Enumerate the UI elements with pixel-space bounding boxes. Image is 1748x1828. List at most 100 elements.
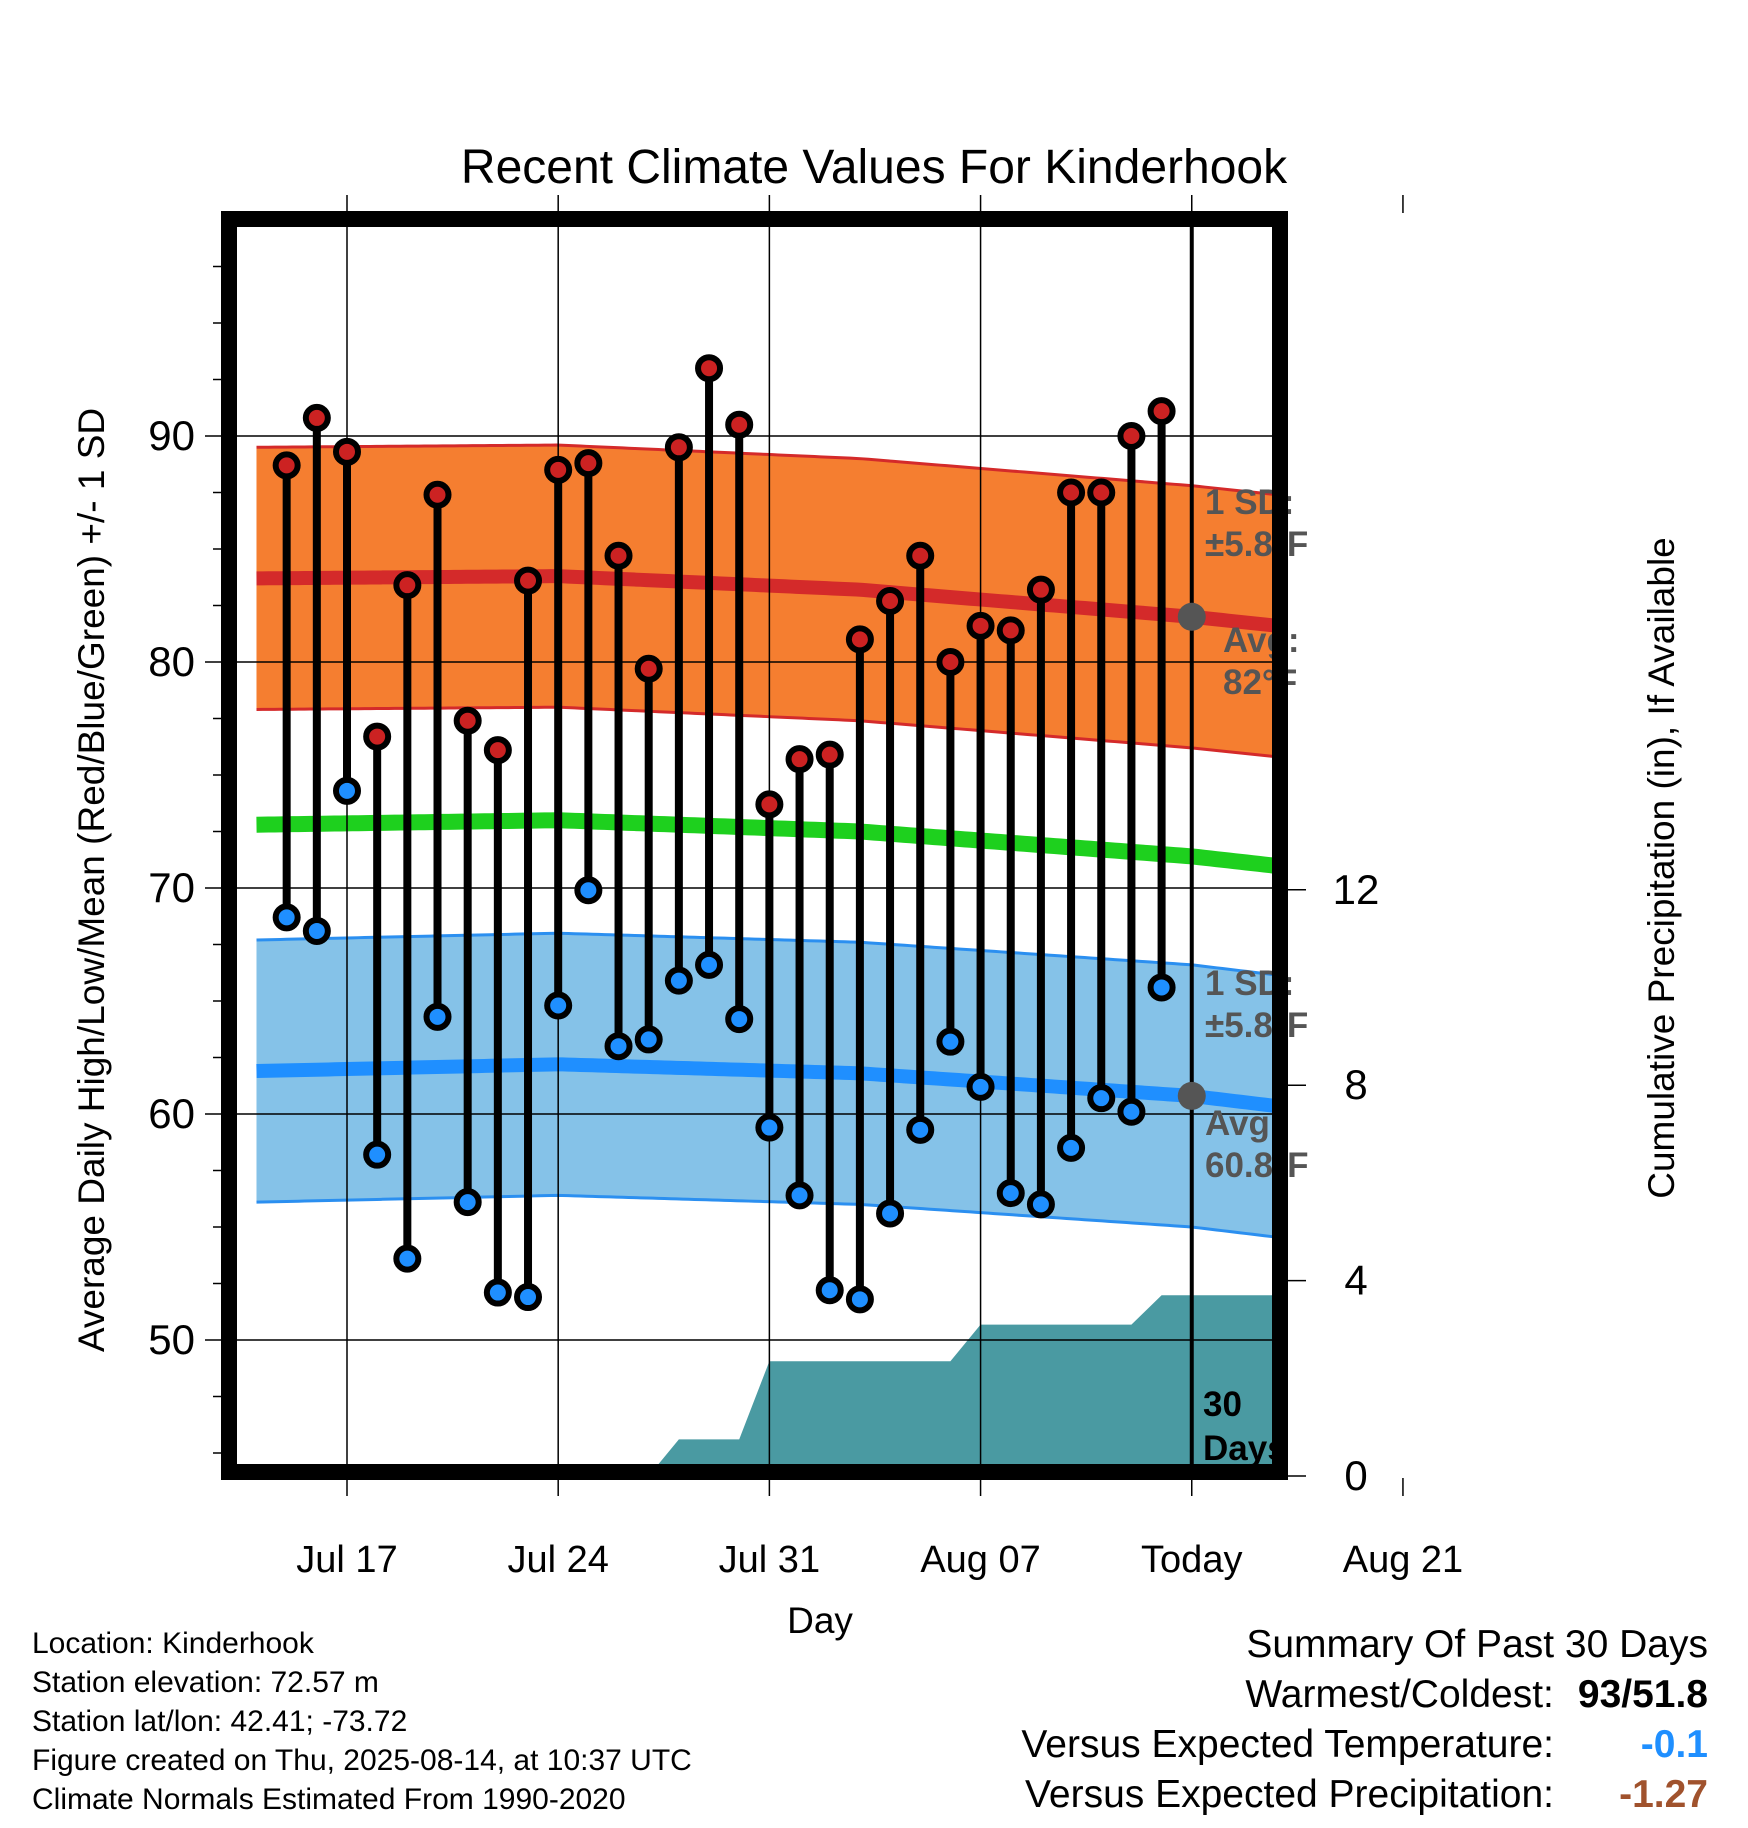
high-temp-point — [393, 571, 422, 600]
created-text: Figure created on Thu, 2025-08-14, at 10… — [32, 1744, 692, 1777]
x-tick-label: Today — [1141, 1539, 1242, 1581]
high-temp-point — [664, 433, 693, 462]
low-temp-point — [845, 1285, 874, 1314]
elevation-text: Station elevation: 72.57 m — [32, 1666, 379, 1699]
high-temp-point — [906, 541, 935, 570]
low-temp-point — [1087, 1084, 1116, 1113]
x-tick-label: Jul 17 — [296, 1539, 397, 1581]
x-axis-label: Day — [787, 1600, 853, 1641]
high-temp-point — [695, 354, 724, 383]
x-tick-label: Jul 24 — [507, 1539, 608, 1581]
temp-deviation-value: -0.1 — [1640, 1723, 1708, 1766]
high-temp-point — [755, 790, 784, 819]
high-temp-point — [604, 541, 633, 570]
low-temp-point — [664, 966, 693, 995]
station-info: Location: Kinderhook Station elevation: … — [32, 1624, 692, 1819]
warmest-value: 93/51.8 — [1577, 1673, 1708, 1716]
plot-area — [223, 213, 1286, 1478]
days-count-number: 30 — [1203, 1385, 1242, 1424]
low-temp-point — [544, 991, 573, 1020]
high-temp-point — [634, 654, 663, 683]
low-temp-point — [725, 1005, 754, 1034]
normals-text: Climate Normals Estimated From 1990-2020 — [32, 1783, 626, 1816]
summary-temp-row: Versus Expected Temperature: -0.1 — [1021, 1720, 1708, 1770]
y2-axis-label: Cumulative Precipitation (in), If Availa… — [1641, 537, 1682, 1199]
y2-tick-label: 4 — [1344, 1257, 1367, 1304]
high-temp-point — [1026, 575, 1055, 604]
low-temp-point — [453, 1188, 482, 1217]
temp-deviation-label: Versus Expected Temperature: — [1021, 1723, 1554, 1766]
chart-title: Recent Climate Values For Kinderhook — [460, 141, 1288, 194]
high-temp-point — [876, 586, 905, 615]
y-tick-label: 50 — [148, 1316, 195, 1363]
high-avg-label: Avg: — [1223, 621, 1299, 660]
low-temp-point — [876, 1199, 905, 1228]
low-temp-point — [996, 1179, 1025, 1208]
low-temp-point — [514, 1283, 543, 1312]
high-temp-point — [996, 616, 1025, 645]
warmest-label: Warmest/Coldest: — [1245, 1673, 1554, 1716]
low-avg-today-marker — [1177, 1081, 1206, 1110]
mean-normal-avg-line — [256, 812, 1286, 875]
low-temp-point — [936, 1027, 965, 1056]
y2-tick-label: 12 — [1333, 866, 1380, 913]
high-temp-point — [483, 736, 512, 765]
high-avg-today-marker — [1177, 602, 1206, 631]
low-temp-point — [695, 950, 724, 979]
low-temp-point — [333, 776, 361, 805]
low-temp-point — [483, 1278, 512, 1307]
y2-tick-label: 0 — [1344, 1452, 1367, 1499]
low-temp-point — [815, 1276, 844, 1305]
low-avg-value: 60.8°F — [1205, 1146, 1309, 1185]
low-normal-lower-line — [256, 1193, 1286, 1240]
low-normal-upper-line — [256, 931, 1286, 978]
low-temp-point — [423, 1002, 452, 1031]
high-temp-point — [1147, 397, 1176, 426]
low-temp-point — [604, 1032, 633, 1061]
precip-deviation-value: -1.27 — [1619, 1773, 1708, 1816]
high-temp-point — [1087, 478, 1116, 507]
low-avg-label: Avg: — [1205, 1104, 1281, 1143]
low-temp-point — [1147, 973, 1176, 1002]
high-temp-point — [363, 722, 392, 751]
y-tick-label: 80 — [148, 638, 195, 685]
high-temp-point — [453, 706, 482, 735]
y2-tick-label: 8 — [1344, 1061, 1367, 1108]
low-temp-point — [1026, 1190, 1055, 1219]
high-normal-band — [256, 445, 1286, 758]
high-temp-point — [785, 745, 814, 774]
low-temp-point — [785, 1181, 814, 1210]
low-normal-avg-line — [256, 1057, 1286, 1115]
low-temp-point — [1057, 1133, 1086, 1162]
high-temp-point — [333, 437, 361, 466]
low-temp-point — [755, 1113, 784, 1142]
high-temp-point — [1057, 478, 1086, 507]
high-temp-point — [966, 611, 995, 640]
low-temp-point — [906, 1115, 935, 1144]
high-temp-point — [574, 449, 603, 478]
summary-title: Summary Of Past 30 Days — [1246, 1623, 1708, 1666]
low-temp-point — [634, 1025, 663, 1054]
high-temp-point — [423, 480, 452, 509]
low-temp-point — [966, 1072, 995, 1101]
precip-area — [256, 1295, 1286, 1476]
low-temp-point — [393, 1244, 422, 1273]
high-temp-point — [302, 403, 331, 432]
low-temp-point — [363, 1140, 392, 1169]
low-temp-point — [574, 876, 603, 905]
low-temp-point — [1117, 1097, 1146, 1126]
plot-frame — [221, 211, 1288, 1480]
summary-panel: Summary Of Past 30 Days Warmest/Coldest:… — [1021, 1620, 1708, 1820]
x-tick-label: Aug 07 — [920, 1539, 1040, 1581]
low-normal-band — [256, 933, 1286, 1239]
high-temp-point — [272, 451, 301, 480]
high-temp-point — [514, 566, 543, 595]
x-tick-label: Aug 21 — [1343, 1539, 1463, 1581]
high-temp-point — [725, 410, 754, 439]
low-temp-point — [302, 916, 331, 945]
x-tick-label: Jul 31 — [719, 1539, 820, 1581]
y-tick-label: 90 — [148, 412, 195, 459]
low-temp-point — [272, 903, 301, 932]
